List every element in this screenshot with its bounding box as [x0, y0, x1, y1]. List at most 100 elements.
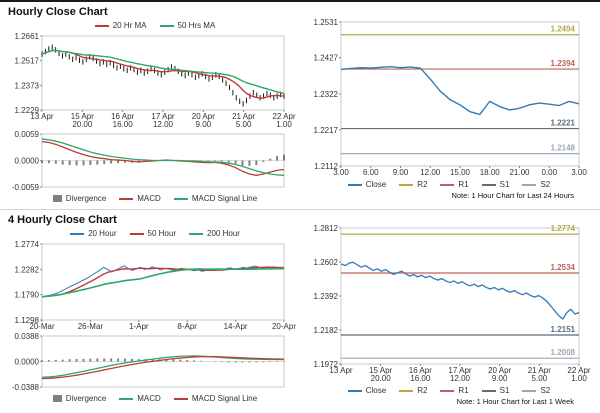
svg-text:1.2531: 1.2531: [314, 18, 339, 27]
svg-text:1.2394: 1.2394: [551, 59, 576, 68]
svg-text:18.00: 18.00: [480, 168, 501, 177]
svg-text:1.2534: 1.2534: [551, 263, 576, 272]
legend-item-macd: MACD: [119, 394, 161, 403]
legend-item-r1: R1: [440, 386, 469, 395]
svg-text:1.2427: 1.2427: [314, 54, 339, 63]
legend-swatch-icon: [119, 197, 134, 200]
svg-text:20.00: 20.00: [72, 120, 93, 129]
svg-text:21 Apr: 21 Apr: [528, 366, 551, 375]
legend-item-s1: S1: [481, 386, 509, 395]
legend-item-close: Close: [347, 180, 387, 189]
svg-text:21 Apr: 21 Apr: [232, 112, 255, 121]
svg-text:13 Apr: 13 Apr: [30, 112, 53, 121]
legend-item-s2: S2: [522, 180, 550, 189]
legend-item-divergence: Divergence: [52, 194, 106, 203]
legend-swatch-icon: [440, 183, 455, 186]
svg-text:1.1790: 1.1790: [15, 291, 40, 300]
svg-text:1.2517: 1.2517: [15, 57, 40, 66]
svg-text:1.2112: 1.2112: [314, 162, 338, 171]
svg-text:1.1972: 1.1972: [314, 360, 339, 369]
legend-label: 50 Hrs MA: [177, 21, 216, 30]
legend-swatch-icon: [481, 389, 496, 392]
svg-text:1-Apr: 1-Apr: [129, 322, 149, 331]
svg-text:16.00: 16.00: [113, 120, 134, 129]
hourly-pivot-legend: Close R2 R1 S1 S2: [347, 178, 550, 191]
legend-item-s1: S1: [481, 180, 510, 189]
legend-label: R1: [458, 386, 469, 395]
svg-text:17 Apr: 17 Apr: [151, 112, 174, 121]
legend-label: Divergence: [65, 394, 107, 403]
weekly-pivot-note: Note: 1 Hour Chart for Last 1 Week: [456, 397, 574, 406]
legend-item-s2: S2: [522, 386, 550, 395]
svg-text:16.00: 16.00: [410, 374, 431, 383]
svg-text:1.2392: 1.2392: [314, 292, 339, 301]
svg-text:1.2774: 1.2774: [551, 224, 576, 233]
legend-label: S2: [540, 180, 551, 189]
svg-text:3.00: 3.00: [571, 168, 587, 177]
svg-text:21.00: 21.00: [509, 168, 530, 177]
svg-text:6.00: 6.00: [363, 168, 379, 177]
svg-text:9.00: 9.00: [393, 168, 409, 177]
legend-label: 20 Hour: [88, 229, 117, 238]
svg-text:1.2008: 1.2008: [551, 348, 576, 357]
svg-text:20 Apr: 20 Apr: [488, 366, 511, 375]
hourly-ma-legend: 20 Hr MA 50 Hrs MA: [6, 19, 304, 32]
section-title-hourly: Hourly Close Chart: [8, 6, 108, 18]
legend-swatch-icon: [522, 389, 537, 392]
legend-swatch-icon: [52, 195, 62, 202]
legend-label: 200 Hour: [207, 229, 240, 238]
svg-text:9.00: 9.00: [492, 374, 508, 383]
legend-swatch-icon: [94, 24, 109, 27]
legend-item-r2: R2: [399, 386, 427, 395]
legend-label: R2: [417, 180, 428, 189]
svg-text:0.0000: 0.0000: [15, 157, 40, 166]
svg-text:1.2217: 1.2217: [314, 126, 339, 135]
svg-text:3.00: 3.00: [333, 168, 349, 177]
legend-swatch-icon: [52, 395, 62, 402]
svg-text:5.00: 5.00: [236, 120, 252, 129]
legend-swatch-icon: [70, 232, 85, 235]
svg-text:1.00: 1.00: [571, 374, 587, 383]
svg-text:20 Apr: 20 Apr: [192, 112, 215, 121]
svg-text:16 Apr: 16 Apr: [409, 366, 432, 375]
legend-label: MACD Signal Line: [191, 194, 258, 203]
legend-label: MACD Signal Line: [191, 394, 258, 403]
legend-swatch-icon: [347, 183, 362, 186]
svg-text:-0.0059: -0.0059: [12, 183, 40, 192]
svg-text:1.2373: 1.2373: [15, 81, 40, 90]
legend-label: R2: [417, 386, 428, 395]
svg-text:15 Apr: 15 Apr: [71, 112, 94, 121]
four-hourly-macd-chart: 0.0388 0.0000 -0.0388: [12, 332, 285, 392]
legend-label: MACD: [137, 394, 161, 403]
hourly-pivot-note: Note: 1 Hour Chart for Last 24 Hours: [451, 191, 574, 200]
svg-text:0.0059: 0.0059: [15, 130, 40, 139]
legend-label: MACD: [137, 194, 161, 203]
legend-item-divergence: Divergence: [52, 394, 107, 403]
legend-item-close: Close: [347, 386, 386, 395]
four-hourly-section: 4 Hourly Close Chart 20 Hour 50 Hour 200 H…: [0, 209, 600, 413]
legend-swatch-icon: [173, 197, 188, 200]
legend-label: 50 Hour: [147, 229, 176, 238]
svg-text:1.2774: 1.2774: [15, 240, 40, 249]
hourly-macd-chart: 0.0059 0.0000 -0.0059: [12, 130, 285, 192]
svg-text:12.00: 12.00: [153, 120, 174, 129]
legend-item-50-hour: 50 Hour: [129, 229, 176, 238]
legend-item-r1: R1: [440, 180, 469, 189]
legend-swatch-icon: [173, 397, 188, 400]
svg-text:1.2602: 1.2602: [314, 258, 339, 267]
four-hourly-left-column: 4 Hourly Close Chart 20 Hour 50 Hour 200 H…: [6, 210, 304, 413]
svg-text:20-Apr: 20-Apr: [272, 322, 296, 331]
legend-label: Close: [365, 180, 387, 189]
legend-item-200-hour: 200 Hour: [189, 229, 240, 238]
legend-label: S1: [499, 180, 510, 189]
svg-text:1.2812: 1.2812: [314, 224, 339, 233]
svg-text:8-Apr: 8-Apr: [177, 322, 197, 331]
legend-label: 20 Hr MA: [112, 21, 147, 30]
legend-swatch-icon: [347, 389, 362, 392]
svg-text:1.2661: 1.2661: [15, 32, 40, 41]
svg-text:20-Mar: 20-Mar: [29, 322, 55, 331]
hourly-right-column: 1.2531 1.2427 1.2322 1.2217 1.2112 3.00 6.00 9.…: [304, 2, 594, 209]
